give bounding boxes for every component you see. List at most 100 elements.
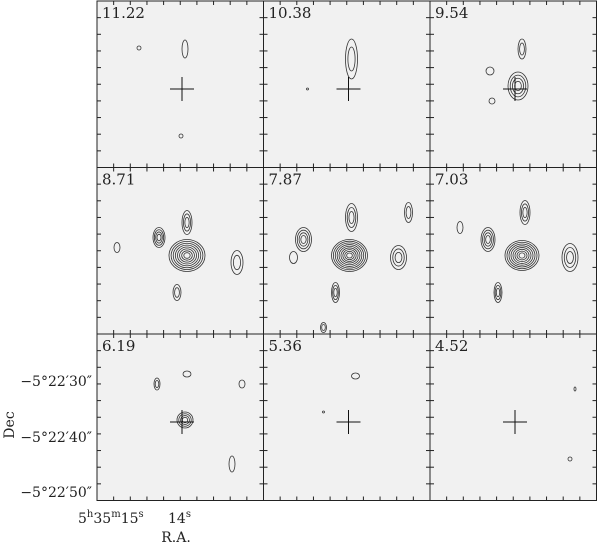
contour — [178, 133, 184, 139]
contour — [174, 244, 200, 267]
contour — [336, 244, 363, 267]
contour — [347, 46, 356, 72]
contour — [504, 240, 540, 271]
contour — [483, 232, 493, 247]
contour — [340, 247, 359, 264]
contour — [485, 66, 495, 76]
panel: 6.19 — [96, 333, 264, 501]
x-tick-label: 5h35m15s — [78, 509, 144, 527]
contour — [178, 413, 192, 427]
contour — [180, 415, 190, 425]
contour — [456, 221, 464, 234]
panel: 4.52 — [429, 333, 597, 501]
panel-frame — [429, 0, 597, 168]
contour — [172, 284, 182, 301]
panel-frame — [429, 167, 597, 335]
contour — [404, 202, 413, 223]
contour — [156, 233, 162, 242]
contour — [573, 386, 577, 392]
contour — [153, 377, 161, 391]
channel-velocity-label: 6.19 — [102, 337, 135, 355]
contour — [342, 249, 357, 262]
contour — [493, 282, 503, 303]
contour — [136, 45, 142, 51]
contour — [168, 239, 206, 272]
contour — [567, 456, 573, 462]
contour — [296, 229, 311, 250]
contour — [174, 287, 180, 298]
contour — [298, 232, 309, 247]
channel-velocity-label: 11.22 — [102, 4, 145, 22]
contour — [517, 38, 527, 60]
contour — [154, 380, 160, 389]
contour — [331, 282, 340, 303]
contour — [232, 254, 241, 271]
channel-velocity-label: 8.71 — [102, 171, 135, 189]
contour — [518, 252, 526, 259]
channel-velocity-label: 7.03 — [435, 171, 468, 189]
contour — [300, 235, 307, 244]
contour — [346, 252, 353, 259]
contour — [394, 251, 403, 264]
contour — [480, 227, 496, 252]
contour — [495, 287, 501, 298]
contour — [519, 42, 525, 56]
contour — [348, 211, 355, 224]
contour — [508, 243, 536, 268]
x-tick-part: 14 — [168, 511, 186, 527]
contour — [176, 411, 194, 429]
panel-frame — [263, 333, 431, 501]
contour — [516, 250, 528, 261]
y-axis-label: Dec — [2, 411, 18, 439]
panel: 5.36 — [263, 333, 431, 501]
x-tick-label: 14s — [168, 509, 191, 527]
contour — [390, 245, 407, 270]
contour — [113, 242, 121, 253]
contour — [494, 284, 502, 301]
contour — [506, 241, 538, 270]
x-tick-part: m — [111, 509, 121, 520]
panel-frame — [263, 0, 431, 168]
contour — [351, 372, 360, 380]
contour — [509, 74, 527, 98]
contour — [230, 250, 244, 275]
contour — [320, 322, 327, 333]
contour — [512, 77, 524, 95]
contour — [507, 71, 529, 101]
contour — [522, 206, 528, 219]
contour — [332, 240, 367, 271]
panel: 9.54 — [429, 0, 597, 168]
contour — [152, 227, 166, 248]
y-tick-label: −5°22′50″ — [20, 485, 92, 501]
contour — [332, 284, 339, 301]
contour — [482, 229, 494, 250]
panel-frame — [96, 0, 264, 168]
contour — [566, 251, 574, 264]
channel-velocity-label: 5.36 — [269, 337, 302, 355]
panel: 10.38 — [263, 0, 431, 168]
channel-velocity-label: 7.87 — [269, 171, 302, 189]
contour — [289, 251, 298, 264]
contour — [181, 250, 193, 261]
contour — [512, 247, 532, 264]
contour — [519, 200, 531, 225]
contour — [153, 229, 165, 246]
x-axis-label: R.A. — [161, 530, 191, 546]
contour — [295, 227, 312, 252]
contour — [563, 247, 577, 268]
x-tick-part: s — [186, 509, 191, 520]
panel: 7.87 — [263, 167, 431, 335]
x-tick-part: 15 — [121, 511, 139, 527]
contour — [172, 242, 202, 269]
contour — [344, 250, 355, 261]
contour — [331, 239, 368, 272]
y-tick-label: −5°22′40″ — [20, 430, 92, 446]
contour — [561, 243, 579, 272]
contour — [338, 245, 361, 266]
channel-velocity-label: 9.54 — [435, 4, 468, 22]
channel-velocity-label: 10.38 — [269, 4, 312, 22]
panel-frame — [429, 333, 597, 501]
panel: 8.71 — [96, 167, 264, 335]
contour — [346, 207, 357, 228]
